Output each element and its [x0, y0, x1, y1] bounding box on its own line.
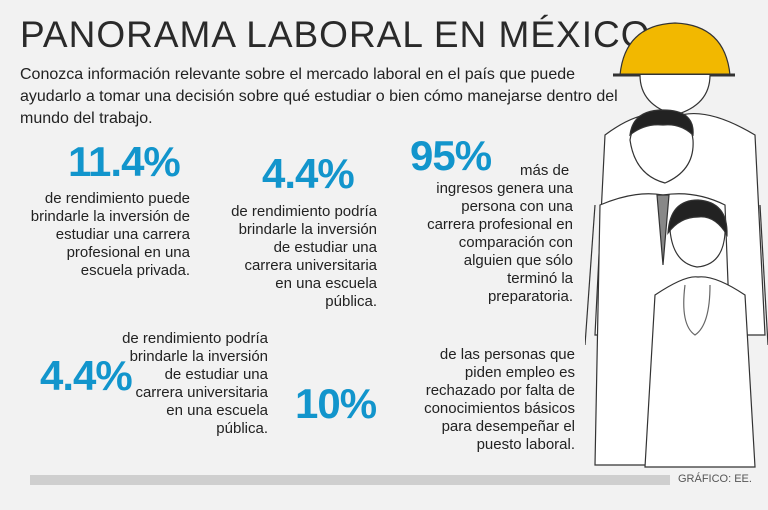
doctor-icon — [644, 199, 756, 468]
stat-value-public-2: 4.4% — [40, 352, 133, 399]
workers-illustration — [585, 22, 768, 468]
stat-text-public: de rendimiento podría brindarle la inver… — [231, 203, 377, 310]
footer-bar — [30, 475, 670, 485]
stat-text-private: de rendimiento puede brindarle la invers… — [30, 190, 190, 279]
stat-text-income: ingresos genera una persona con una carr… — [427, 180, 573, 305]
stat-text-income-lead: más de — [520, 162, 570, 179]
stat-value-public: 4.4% — [262, 150, 355, 197]
page-title: PANORAMA LABORAL EN MÉXICO — [20, 14, 651, 55]
stat-value-income: 95% — [410, 132, 492, 179]
intro-text: Conozca información relevante sobre el m… — [20, 66, 618, 127]
stat-text-public-2: de rendimiento podría brindarle la inver… — [122, 330, 268, 437]
credit: GRÁFICO: EE. — [678, 473, 752, 485]
stat-value-rejected: 10% — [295, 380, 377, 427]
stat-text-rejected: de las personas que piden empleo es rech… — [424, 346, 575, 453]
stat-value-private: 11.4% — [68, 138, 181, 185]
